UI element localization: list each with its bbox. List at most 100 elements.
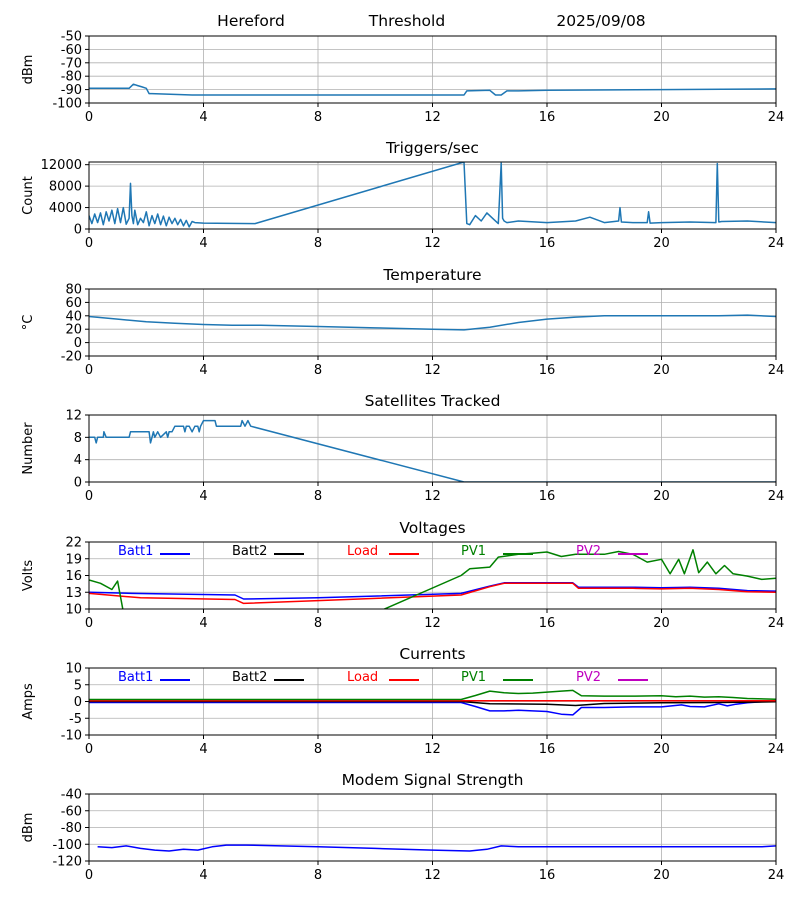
legend-item-batt2: Batt2 bbox=[232, 544, 304, 559]
legend: Batt1 Batt2 Load PV1 PV2 bbox=[118, 544, 648, 559]
y-tick-label: 80 bbox=[65, 283, 82, 298]
y-tick-label: 0 bbox=[74, 336, 82, 351]
series-line bbox=[89, 419, 776, 482]
y-tick-label: -5 bbox=[69, 712, 82, 727]
station-name: Hereford bbox=[217, 12, 285, 30]
y-tick-label: 60 bbox=[65, 296, 82, 311]
y-axis-label: dBm bbox=[21, 55, 36, 85]
x-tick-label: 20 bbox=[653, 742, 670, 757]
x-tick-label: 8 bbox=[314, 110, 322, 125]
y-tick-label: -60 bbox=[61, 804, 82, 819]
x-tick-label: 4 bbox=[199, 489, 207, 504]
x-tick-label: 0 bbox=[85, 868, 93, 883]
x-tick-label: 4 bbox=[199, 616, 207, 631]
x-tick-label: 24 bbox=[768, 616, 785, 631]
x-tick-label: 20 bbox=[653, 236, 670, 251]
x-tick-label: 0 bbox=[85, 489, 93, 504]
legend-label: PV1 bbox=[461, 544, 486, 559]
x-tick-label: 16 bbox=[539, 742, 556, 757]
y-axis-label: Count bbox=[21, 176, 36, 215]
plot-date: 2025/09/08 bbox=[556, 12, 645, 30]
y-tick-label: -60 bbox=[61, 43, 82, 58]
x-tick-label: 12 bbox=[424, 236, 441, 251]
y-tick-label: -10 bbox=[61, 729, 82, 744]
chart-panel-4: 0 4 8 12 16 20 24 0 4 8 12 Number Satellites Tracked bbox=[21, 392, 784, 504]
x-tick-label: 8 bbox=[314, 616, 322, 631]
x-tick-label: 0 bbox=[85, 616, 93, 631]
x-tick-label: 8 bbox=[314, 363, 322, 378]
series-line-pv1 bbox=[89, 549, 776, 609]
y-tick-label: -80 bbox=[61, 70, 82, 85]
x-tick-label: 0 bbox=[85, 110, 93, 125]
legend-item-load: Load bbox=[347, 544, 419, 559]
x-tick-label: 16 bbox=[539, 236, 556, 251]
x-tick-label: 24 bbox=[768, 742, 785, 757]
x-tick-label: 4 bbox=[199, 363, 207, 378]
x-tick-label: 12 bbox=[424, 110, 441, 125]
series-line bbox=[89, 162, 776, 228]
x-tick-label: 0 bbox=[85, 742, 93, 757]
x-tick-label: 16 bbox=[539, 868, 556, 883]
x-tick-label: 24 bbox=[768, 236, 785, 251]
legend-label: Batt1 bbox=[118, 544, 153, 559]
x-tick-label: 8 bbox=[314, 742, 322, 757]
chart-panel-7: 0 4 8 12 16 20 24 -40-60 -80 -100 -120 dBm Modem Sig… bbox=[21, 771, 784, 883]
chart-title: Temperature bbox=[382, 266, 481, 284]
legend-item-pv1: PV1 bbox=[461, 544, 533, 559]
chart-title: Satellites Tracked bbox=[365, 392, 501, 410]
y-tick-label: -50 bbox=[61, 30, 82, 45]
y-tick-label: 20 bbox=[65, 323, 82, 338]
y-tick-label: 12000 bbox=[41, 158, 82, 173]
x-tick-label: 4 bbox=[199, 110, 207, 125]
x-tick-label: 24 bbox=[768, 868, 785, 883]
chart-title: Currents bbox=[399, 645, 465, 663]
y-tick-label: 5 bbox=[74, 678, 82, 693]
x-tick-label: 8 bbox=[314, 868, 322, 883]
y-tick-label: 19 bbox=[65, 552, 82, 567]
y-axis-label: Amps bbox=[21, 683, 36, 720]
legend-label: PV1 bbox=[461, 670, 486, 685]
y-tick-label: -120 bbox=[52, 855, 82, 870]
x-tick-label: 16 bbox=[539, 110, 556, 125]
x-tick-label: 20 bbox=[653, 110, 670, 125]
figure-header: Hereford Threshold 2025/09/08 bbox=[217, 12, 645, 30]
x-tick-label: 8 bbox=[314, 489, 322, 504]
x-tick-label: 12 bbox=[424, 616, 441, 631]
y-tick-label: 8 bbox=[74, 431, 82, 446]
series-line-batt2 bbox=[89, 700, 776, 707]
x-tick-label: 4 bbox=[199, 868, 207, 883]
legend-label: Batt2 bbox=[232, 544, 267, 559]
y-tick-label: -100 bbox=[52, 97, 82, 112]
series-line bbox=[89, 314, 776, 331]
y-tick-label: 4000 bbox=[49, 201, 82, 216]
legend-label: Batt1 bbox=[118, 670, 153, 685]
legend-item-load: Load bbox=[347, 670, 419, 685]
legend: Batt1 Batt2 Load PV1 PV2 bbox=[118, 670, 648, 685]
y-axis-label: Volts bbox=[21, 560, 36, 592]
chart-title: Modem Signal Strength bbox=[342, 771, 524, 789]
y-tick-label: 0 bbox=[74, 695, 82, 710]
legend-label: PV2 bbox=[576, 544, 601, 559]
x-tick-label: 12 bbox=[424, 868, 441, 883]
y-tick-label: -70 bbox=[61, 56, 82, 71]
series-line bbox=[89, 83, 776, 96]
x-tick-label: 24 bbox=[768, 110, 785, 125]
y-tick-label: 40 bbox=[65, 309, 82, 324]
y-tick-label: 10 bbox=[65, 603, 82, 618]
legend-label: Load bbox=[347, 544, 378, 559]
series-line-batt1 bbox=[89, 701, 776, 716]
x-tick-label: 16 bbox=[539, 363, 556, 378]
legend-item-pv2: PV2 bbox=[576, 670, 648, 685]
x-tick-label: 8 bbox=[314, 236, 322, 251]
legend-item-pv1: PV1 bbox=[461, 670, 533, 685]
chart-panel-1: 0 4 8 12 16 20 24 -50-60-70-80-90-100 dBm bbox=[21, 30, 784, 126]
y-tick-label: -100 bbox=[52, 838, 82, 853]
x-tick-label: 12 bbox=[424, 742, 441, 757]
x-tick-label: 0 bbox=[85, 363, 93, 378]
y-tick-label: 16 bbox=[65, 569, 82, 584]
x-tick-label: 4 bbox=[199, 742, 207, 757]
x-tick-label: 16 bbox=[539, 489, 556, 504]
y-tick-label: 4 bbox=[74, 453, 82, 468]
